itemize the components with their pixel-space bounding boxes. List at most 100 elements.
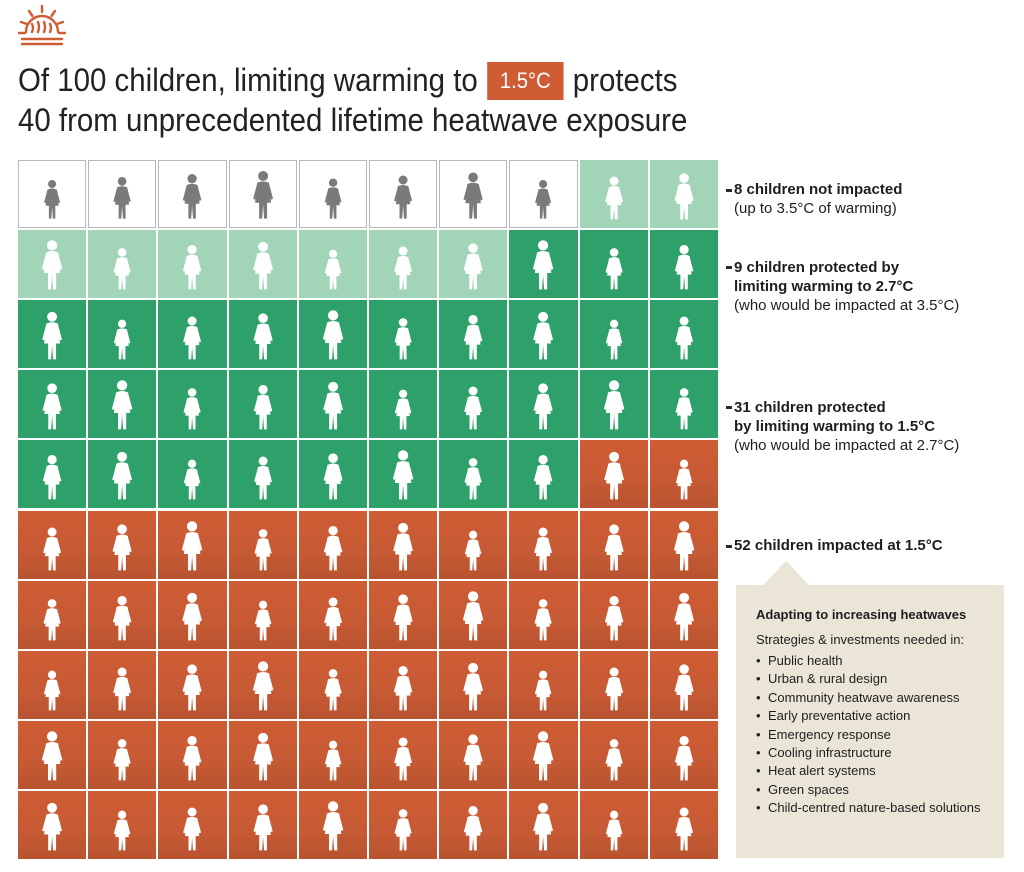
- temperature-badge: 1.5°C: [486, 62, 564, 100]
- child-silhouette-icon: [252, 170, 273, 219]
- title-line-1: Of 100 children, limiting warming to 1.5°…: [18, 60, 687, 100]
- info-box-title: Adapting to increasing heatwaves: [756, 607, 967, 622]
- child-silhouette-icon: [534, 598, 553, 640]
- child-silhouette-icon: [394, 737, 413, 781]
- child-cell-impacted: [439, 650, 508, 719]
- child-silhouette-icon: [252, 732, 273, 781]
- title-line-2: 40 from unprecedented lifetime heatwave …: [18, 102, 688, 138]
- child-cell-impacted: [228, 720, 297, 789]
- child-silhouette-icon: [673, 520, 695, 570]
- child-cell-impacted: [88, 650, 157, 719]
- child-silhouette-icon: [43, 598, 61, 640]
- child-cell-protected-2-7: [18, 230, 87, 299]
- child-cell-impacted: [18, 650, 87, 719]
- child-silhouette-icon: [183, 388, 202, 430]
- title-line1-after: protects: [572, 62, 678, 98]
- child-silhouette-icon: [183, 316, 202, 360]
- child-cell-impacted: [228, 650, 297, 719]
- child-cell-impacted: [439, 510, 508, 579]
- child-cell-not-impacted: [228, 160, 297, 229]
- child-silhouette-icon: [324, 740, 342, 781]
- label-bold: by limiting warming to 1.5°C: [734, 418, 936, 435]
- child-silhouette-icon: [393, 593, 413, 640]
- child-cell-impacted: [579, 580, 648, 649]
- child-cell-impacted: [649, 580, 718, 649]
- child-silhouette-icon: [41, 240, 63, 290]
- child-silhouette-icon: [183, 245, 202, 290]
- strategy-item: Green spaces: [756, 781, 990, 800]
- child-cell-protected-1-5: [579, 370, 648, 439]
- sun-heat-icon: [18, 4, 66, 46]
- strategy-item: Public health: [756, 652, 990, 671]
- label-note: (who would be impacted at 3.5°C): [734, 297, 960, 314]
- child-silhouette-icon: [323, 597, 342, 640]
- child-cell-protected-2-7: [158, 230, 227, 299]
- label-bold: limiting warming to 2.7°C: [734, 278, 914, 295]
- child-silhouette-icon: [112, 452, 133, 500]
- child-silhouette-icon: [41, 731, 63, 781]
- child-cell-impacted: [88, 790, 157, 859]
- child-silhouette-icon: [533, 731, 554, 781]
- child-cell-protected-2-7: [88, 230, 157, 299]
- child-cell-protected-1-5: [369, 440, 438, 509]
- child-cell-impacted: [369, 720, 438, 789]
- child-cell-impacted: [88, 580, 157, 649]
- child-silhouette-icon: [464, 458, 482, 500]
- child-silhouette-icon: [603, 452, 624, 500]
- child-silhouette-icon: [182, 520, 203, 570]
- child-cell-impacted: [88, 720, 157, 789]
- child-silhouette-icon: [184, 460, 201, 500]
- child-silhouette-icon: [253, 313, 273, 360]
- child-silhouette-icon: [322, 382, 343, 430]
- label-text: 52 children impacted at 1.5°C: [734, 536, 943, 555]
- child-cell-protected-1-5: [579, 300, 648, 369]
- child-cell-impacted: [158, 650, 227, 719]
- child-silhouette-icon: [604, 595, 623, 640]
- child-cell-not-impacted: [509, 160, 578, 229]
- child-silhouette-icon: [252, 660, 273, 711]
- child-silhouette-icon: [394, 808, 412, 851]
- child-cell-impacted: [369, 650, 438, 719]
- child-cell-protected-1-5: [88, 300, 157, 369]
- child-cell-protected-1-5: [579, 230, 648, 299]
- child-cell-impacted: [439, 790, 508, 859]
- label-text: 31 children protected by limiting warmin…: [734, 398, 959, 455]
- child-cell-impacted: [579, 650, 648, 719]
- label-note: (up to 3.5°C of warming): [734, 200, 897, 217]
- child-cell-protected-1-5: [649, 230, 718, 299]
- child-cell-impacted: [509, 720, 578, 789]
- child-silhouette-icon: [42, 383, 62, 430]
- child-silhouette-icon: [673, 592, 694, 640]
- child-silhouette-icon: [463, 734, 483, 781]
- child-silhouette-icon: [534, 455, 553, 500]
- child-silhouette-icon: [253, 385, 272, 430]
- child-silhouette-icon: [44, 180, 61, 219]
- label-text: 8 children not impacted (up to 3.5°C of …: [734, 180, 902, 218]
- child-cell-protected-1-5: [18, 440, 87, 509]
- strategy-item: Urban & rural design: [756, 670, 990, 689]
- child-silhouette-icon: [394, 389, 412, 430]
- child-silhouette-icon: [605, 810, 622, 851]
- child-cell-protected-1-5: [509, 370, 578, 439]
- strategy-item: Cooling infrastructure: [756, 744, 990, 763]
- child-silhouette-icon: [674, 664, 694, 711]
- child-cell-impacted: [509, 650, 578, 719]
- child-cell-impacted: [369, 510, 438, 579]
- child-silhouette-icon: [675, 388, 693, 430]
- child-silhouette-icon: [393, 665, 413, 711]
- label-tick: [726, 189, 732, 192]
- child-silhouette-icon: [463, 590, 484, 640]
- child-silhouette-icon: [674, 807, 693, 851]
- child-cell-not-impacted: [88, 160, 157, 229]
- child-silhouette-icon: [603, 380, 624, 430]
- child-cell-protected-2-7: [439, 230, 508, 299]
- strategy-item: Early preventative action: [756, 707, 990, 726]
- info-box-subtitle: Strategies & investments needed in:: [756, 632, 965, 647]
- child-silhouette-icon: [182, 592, 203, 640]
- child-silhouette-icon: [323, 525, 343, 570]
- child-cell-protected-2-7: [369, 230, 438, 299]
- child-silhouette-icon: [463, 243, 483, 290]
- child-silhouette-icon: [604, 667, 623, 711]
- child-silhouette-icon: [674, 173, 694, 220]
- child-cell-protected-1-5: [649, 300, 718, 369]
